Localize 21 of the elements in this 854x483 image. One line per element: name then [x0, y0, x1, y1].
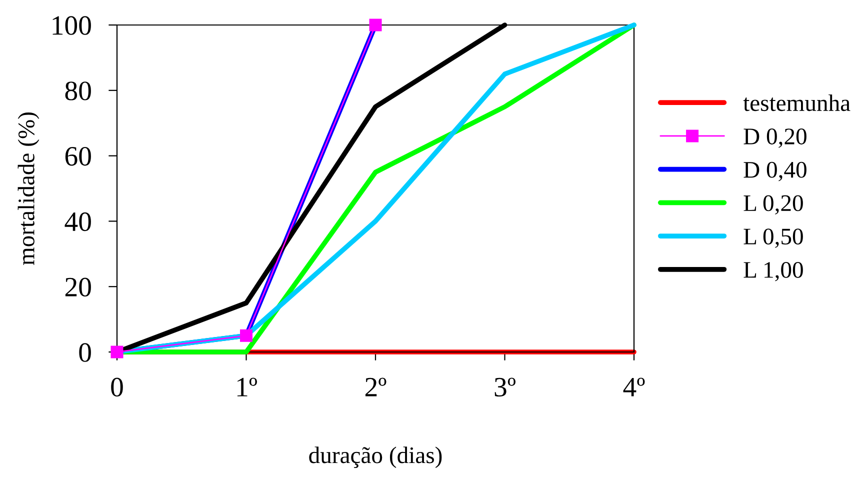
y-tick-label: 0 [79, 343, 91, 362]
x-tick-label: 1º [237, 378, 257, 396]
y-axis-title: mortalidade (%) [18, 112, 40, 266]
legend-label: L 0,50 [744, 228, 803, 248]
legend-label: D 0,40 [744, 162, 806, 182]
point [240, 329, 252, 342]
y-tick-label: 100 [52, 16, 91, 35]
legend-label: L 0,20 [744, 195, 803, 215]
point [369, 18, 382, 32]
legend-label: D 0,20 [744, 128, 806, 148]
x-tick-label: 4º [623, 378, 645, 396]
legend-label: testemunha [743, 94, 850, 112]
x-axis-title: duração (dias) [309, 446, 442, 468]
y-tick-label: 60 [65, 146, 91, 166]
y-tick-label: 20 [65, 278, 91, 297]
y-tick-label: 40 [64, 212, 91, 232]
x-tick-label: 2º [365, 378, 386, 396]
x-tick-label: 3º [494, 378, 516, 397]
x-tick-label: 0 [111, 378, 123, 397]
y-tick-label: 80 [65, 82, 91, 100]
legend-label: L 1,00 [744, 262, 803, 282]
